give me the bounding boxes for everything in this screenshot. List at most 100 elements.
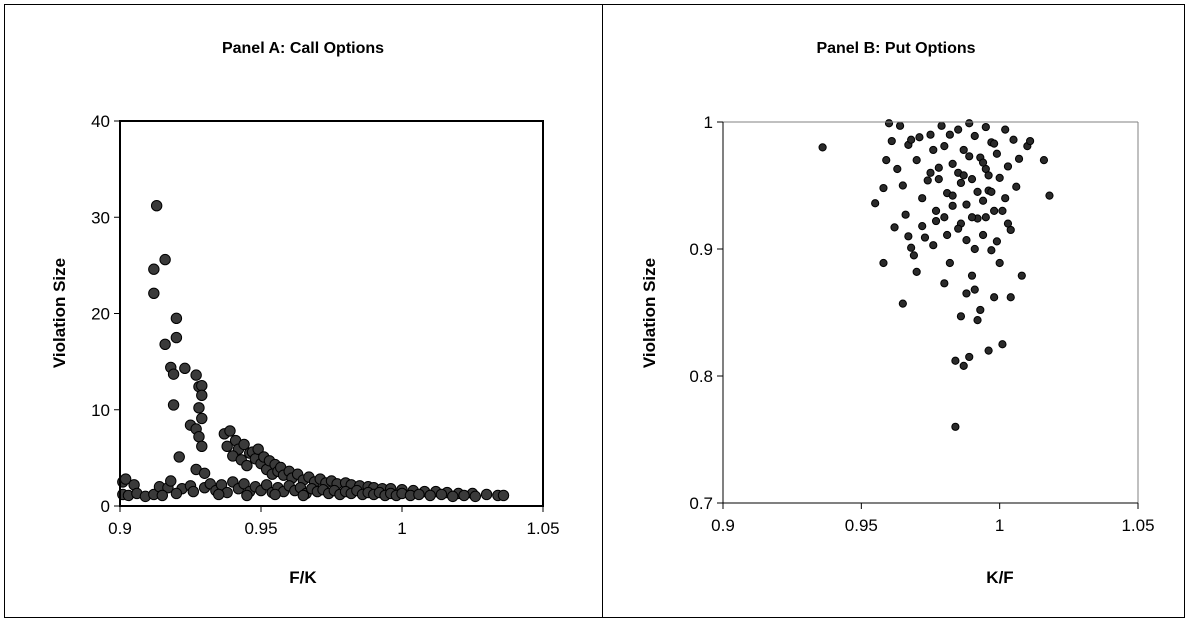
panel-a-data-point <box>497 489 510 502</box>
panel-b-data-point <box>926 168 935 177</box>
panel-a-data-point <box>170 331 183 344</box>
panel-b-data-point <box>951 356 960 365</box>
panel-b-data-point <box>995 173 1004 182</box>
panel-b-data-point <box>965 119 974 128</box>
panel-b-data-point <box>929 145 938 155</box>
panel-a-y-tick-label: 10 <box>91 401 110 420</box>
panel-a-x-axis-label: F/K <box>289 568 317 587</box>
panel-a-data-point <box>165 475 177 487</box>
panel-b-data-point <box>898 181 907 190</box>
panel-a-data-point <box>148 263 160 275</box>
panel-a-data-point <box>193 431 205 443</box>
panel-b-data-point <box>984 346 993 355</box>
panel-b-data-point <box>943 230 952 240</box>
panel-a-data-point <box>447 490 459 503</box>
panel-b-data-point <box>987 246 996 255</box>
panel-a-data-point <box>150 200 163 212</box>
panel-b-data-point <box>990 139 999 148</box>
panel-a-data-point <box>159 253 171 266</box>
panel-b-data-point <box>962 236 971 245</box>
panel-b-data-point <box>1003 162 1013 171</box>
panel-b-x-tick-label: 0.9 <box>711 516 735 535</box>
panel-b-data-point <box>931 206 941 215</box>
panel-b-data-point <box>871 199 880 208</box>
panel-b-data-point <box>973 316 982 325</box>
panel-b-data-point <box>882 156 891 165</box>
panel-a-data-point <box>148 287 160 299</box>
panel-a-data-point <box>193 402 205 414</box>
panel-b-data-point <box>1001 194 1010 203</box>
panel-b-data-point <box>909 251 919 260</box>
panel-b-data-point <box>970 131 979 141</box>
panel-b-y-tick-label: 0.7 <box>689 494 713 513</box>
panel-b-y-tick-label: 0.9 <box>689 240 713 259</box>
panel-a-plot-area <box>119 120 544 507</box>
panel-b-title: Panel B: Put Options <box>816 40 975 57</box>
panel-b-data-point <box>1017 271 1026 280</box>
panel-b-data-point <box>895 121 905 130</box>
panel-b-data-point <box>959 171 968 180</box>
panel-b-data-point <box>995 258 1004 268</box>
panel-b-data-point <box>890 223 899 232</box>
panel-a-x-tick-label: 1.05 <box>526 519 559 538</box>
panel-b-data-point <box>998 206 1007 215</box>
panel-b-data-point <box>959 361 968 370</box>
panel-b-data-point <box>923 176 932 185</box>
panel-b-data-point <box>912 156 921 165</box>
panel-b-data-point <box>976 305 985 315</box>
panel-b-data-point <box>978 230 988 240</box>
panel-a-data-point <box>170 487 183 500</box>
panel-b-data-point <box>918 222 927 231</box>
panel-b-data-point <box>934 163 943 172</box>
panel-a-data-point <box>260 479 273 491</box>
panel-a-data-point <box>173 451 185 463</box>
panel-b-data-point <box>962 289 971 298</box>
panel-b-data-point <box>920 233 930 242</box>
panel-b-data-point <box>978 158 988 167</box>
panel-b-data-point <box>967 213 977 222</box>
panel-b-data-point <box>987 187 996 196</box>
panel-b-data-point <box>901 210 910 219</box>
panel-b-data-point <box>965 152 974 161</box>
panel-a-x-tick-label: 0.95 <box>244 519 277 538</box>
figure-frame <box>4 4 1185 618</box>
panel-a-data-point <box>435 488 448 501</box>
panel-b-data-point <box>981 122 990 132</box>
panel-b-data-point <box>973 187 982 196</box>
panel-b-data-point <box>940 213 949 222</box>
panel-b-data-point <box>879 183 888 193</box>
panel-a-data-point <box>252 443 264 455</box>
panel-b-data-point <box>954 125 963 134</box>
panel-b-data-point <box>948 159 957 169</box>
panel-a-data-point <box>413 488 425 501</box>
panel-a-data-point <box>224 425 236 437</box>
panel-divider <box>602 4 603 618</box>
panel-a-data-point <box>196 379 208 392</box>
panel-b-data-point <box>992 149 1002 158</box>
panel-b-y-axis-label: Violation Size <box>640 258 659 368</box>
panel-b-data-point <box>962 200 971 209</box>
panel-a-data-point <box>196 389 208 402</box>
panel-b-data-point <box>967 271 977 280</box>
panel-b-y-tick-label: 0.8 <box>689 367 713 386</box>
panel-b-data-point <box>940 142 949 151</box>
panel-b-data-point <box>940 279 949 288</box>
panel-b-data-point <box>981 213 990 222</box>
panel-b-data-point <box>956 178 966 188</box>
panel-b-data-point <box>1012 182 1021 191</box>
panel-b-data-point <box>879 258 888 268</box>
panel-a-data-point <box>238 478 250 490</box>
panel-b-data-point <box>984 171 993 180</box>
panel-b-data-point <box>926 130 935 139</box>
panel-a-y-tick-label: 20 <box>91 305 110 324</box>
panel-b-data-point <box>1003 219 1013 228</box>
panel-a-x-tick-label: 1 <box>397 519 406 538</box>
panel-b-data-point <box>907 243 916 252</box>
panel-a-data-point <box>424 489 436 502</box>
panel-b-x-axis-label: K/F <box>986 568 1013 587</box>
panel-b-data-point <box>967 175 977 184</box>
panel-b-data-point <box>887 136 896 146</box>
panel-a-data-point <box>156 489 169 502</box>
panel-b-data-point <box>934 175 943 184</box>
panel-b-data-point <box>970 285 979 294</box>
